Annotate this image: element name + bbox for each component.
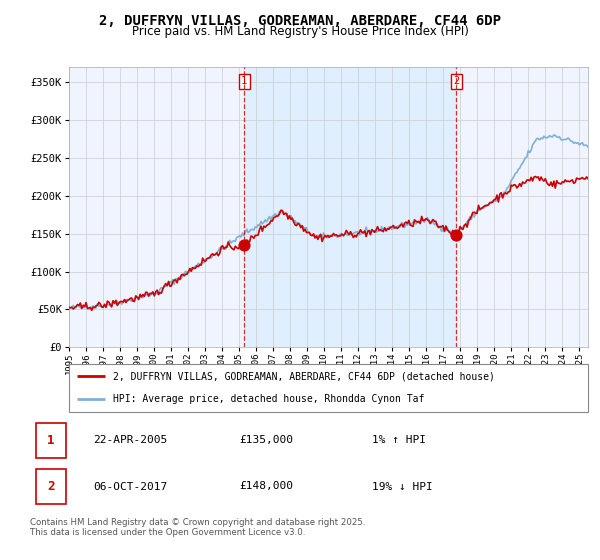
Text: 19% ↓ HPI: 19% ↓ HPI: [372, 482, 433, 492]
Bar: [244, 67, 456, 347]
FancyBboxPatch shape: [69, 364, 588, 412]
Text: 1: 1: [47, 434, 55, 447]
Text: 2, DUFFRYN VILLAS, GODREAMAN, ABERDARE, CF44 6DP (detached house): 2, DUFFRYN VILLAS, GODREAMAN, ABERDARE, …: [113, 371, 495, 381]
Text: 1: 1: [241, 76, 247, 86]
Text: 06-OCT-2017: 06-OCT-2017: [94, 482, 168, 492]
Text: 2: 2: [453, 76, 460, 86]
Text: Price paid vs. HM Land Registry's House Price Index (HPI): Price paid vs. HM Land Registry's House …: [131, 25, 469, 38]
Point: [239, 241, 249, 250]
Text: 22-APR-2005: 22-APR-2005: [94, 435, 168, 445]
Text: £148,000: £148,000: [240, 482, 294, 492]
Text: HPI: Average price, detached house, Rhondda Cynon Taf: HPI: Average price, detached house, Rhon…: [113, 394, 424, 404]
Text: 1% ↑ HPI: 1% ↑ HPI: [372, 435, 426, 445]
Text: 2, DUFFRYN VILLAS, GODREAMAN, ABERDARE, CF44 6DP: 2, DUFFRYN VILLAS, GODREAMAN, ABERDARE, …: [99, 14, 501, 28]
FancyBboxPatch shape: [35, 469, 66, 504]
Point: [451, 231, 461, 240]
Text: Contains HM Land Registry data © Crown copyright and database right 2025.
This d: Contains HM Land Registry data © Crown c…: [30, 518, 365, 538]
Text: 2: 2: [47, 480, 55, 493]
Text: £135,000: £135,000: [240, 435, 294, 445]
FancyBboxPatch shape: [35, 423, 66, 458]
